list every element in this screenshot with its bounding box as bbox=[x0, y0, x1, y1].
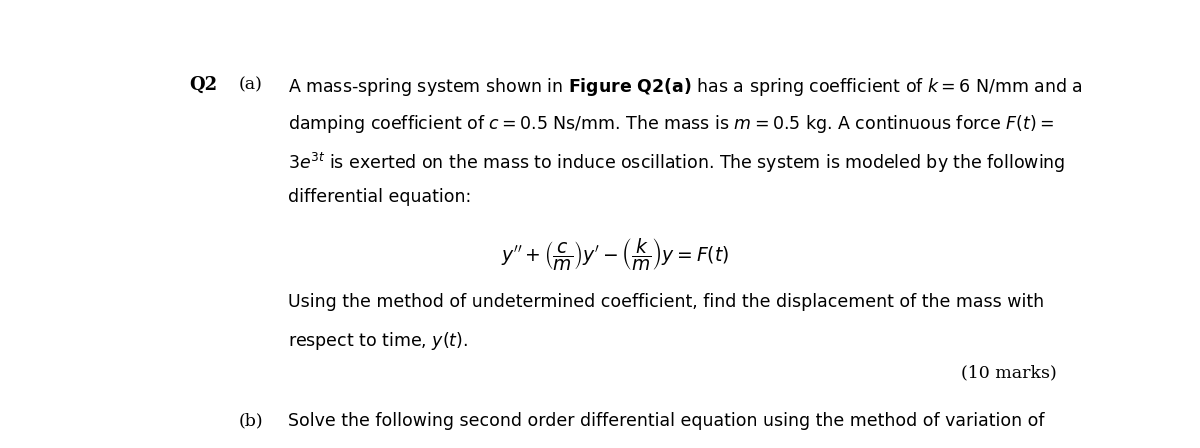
Text: respect to time, $y(t)$.: respect to time, $y(t)$. bbox=[288, 331, 468, 353]
Text: (a): (a) bbox=[239, 76, 263, 93]
Text: $3e^{3t}$ is exerted on the mass to induce oscillation. The system is modeled by: $3e^{3t}$ is exerted on the mass to indu… bbox=[288, 151, 1066, 175]
Text: (10 marks): (10 marks) bbox=[961, 364, 1057, 381]
Text: Solve the following second order differential equation using the method of varia: Solve the following second order differe… bbox=[288, 412, 1044, 431]
Text: differential equation:: differential equation: bbox=[288, 188, 470, 206]
Text: damping coefficient of $c = 0.5$ Ns/mm. The mass is $m = 0.5$ kg. A continuous f: damping coefficient of $c = 0.5$ Ns/mm. … bbox=[288, 113, 1054, 135]
Text: Using the method of undetermined coefficient, find the displacement of the mass : Using the method of undetermined coeffic… bbox=[288, 293, 1044, 311]
Text: A mass-spring system shown in $\mathbf{Figure\ Q2(a)}$ has a spring coefficient : A mass-spring system shown in $\mathbf{F… bbox=[288, 76, 1082, 98]
Text: Q2: Q2 bbox=[190, 76, 217, 94]
Text: (b): (b) bbox=[239, 412, 263, 429]
Text: $y'' + \left(\dfrac{c}{m}\right)y' - \left(\dfrac{k}{m}\right)y = F(t)$: $y'' + \left(\dfrac{c}{m}\right)y' - \le… bbox=[500, 236, 730, 272]
